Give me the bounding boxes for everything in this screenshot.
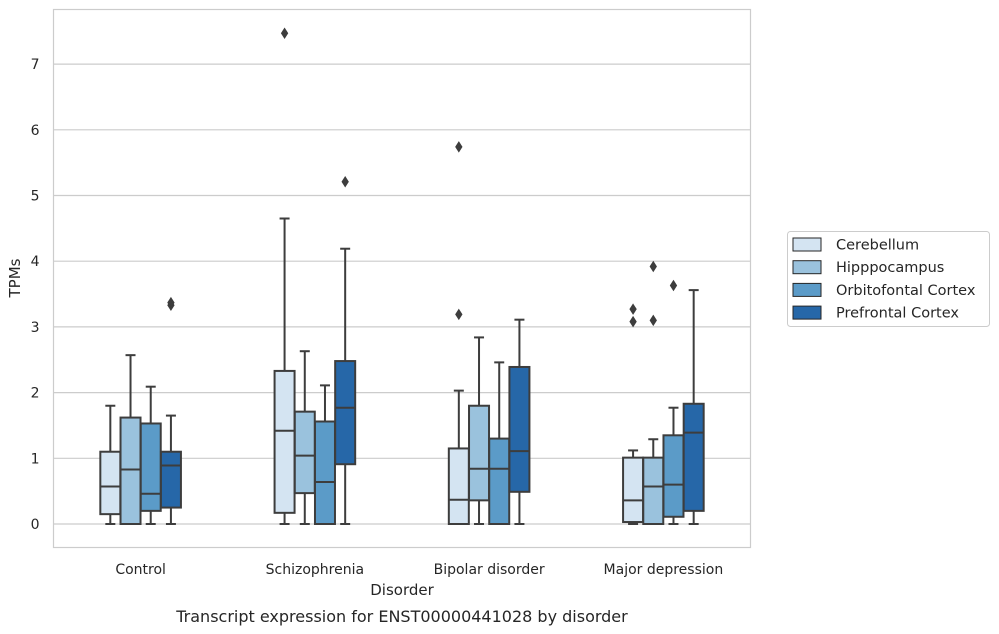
box-2-3	[508, 318, 531, 525]
outlier-point	[629, 303, 637, 315]
boxes	[99, 27, 705, 526]
outlier-point	[649, 260, 657, 273]
box-body	[642, 456, 665, 526]
legend-swatch-2	[792, 282, 822, 297]
legend-label-1: Hipppocampus	[836, 260, 944, 276]
box-body	[99, 450, 122, 516]
box-body	[139, 422, 162, 512]
box-1-2	[313, 384, 336, 525]
box-body	[119, 416, 142, 526]
x-tick-label: Control	[115, 562, 166, 578]
outlier-point	[167, 296, 175, 309]
plot-frame	[52, 8, 752, 549]
x-axis-label: Disorder	[370, 581, 434, 599]
legend-swatch-0	[792, 237, 822, 252]
box-body	[159, 450, 182, 509]
box-3-0	[622, 303, 645, 525]
box-body	[488, 437, 511, 525]
legend-label-3: Prefrontal Cortex	[836, 306, 959, 322]
box-body	[293, 410, 316, 495]
box-0-0	[99, 404, 122, 525]
legend-frame	[787, 231, 990, 327]
box-body	[682, 402, 705, 512]
y-axis-label: TPMs	[6, 258, 24, 298]
box-0-3	[159, 296, 182, 525]
box-1-0	[273, 27, 296, 525]
outlier-point	[649, 314, 657, 327]
outlier-point	[280, 27, 289, 39]
outlier-point	[669, 279, 678, 292]
box-body	[273, 369, 296, 514]
box-body	[622, 456, 645, 524]
box-2-0	[447, 141, 470, 526]
box-1-3	[334, 175, 357, 525]
legend-label-2: Orbitofontal Cortex	[836, 283, 976, 299]
legend-swatch-3	[792, 305, 822, 320]
box-body	[662, 434, 685, 518]
y-tick-label: 0	[31, 517, 40, 533]
x-tick-label: Major depression	[604, 562, 724, 578]
x-tick-labels: Control Schizophrenia Bipolar disorder Majo…	[115, 562, 723, 578]
outlier-point	[455, 141, 463, 153]
y-tick-label: 2	[31, 386, 40, 402]
y-tick-label: 4	[31, 254, 40, 270]
y-tick-label: 6	[31, 123, 40, 139]
box-3-3	[682, 289, 705, 525]
y-tick-label: 5	[31, 189, 40, 205]
y-tick-label: 3	[31, 320, 40, 336]
outlier-point	[341, 175, 349, 188]
box-body	[508, 365, 531, 493]
x-tick-label: Schizophrenia	[266, 562, 364, 578]
box-body	[468, 404, 491, 502]
chart-caption: Transcript expression for ENST0000044102…	[175, 607, 628, 626]
legend-label-0: Cerebellum	[836, 238, 919, 254]
y-tick-label: 7	[31, 57, 40, 73]
legend-swatch-1	[792, 260, 822, 275]
y-tick-labels: 0 1 2 3 4 5 6 7	[31, 57, 40, 533]
legend: Cerebellum Hipppocampus Orbitofontal Corte…	[787, 231, 990, 327]
y-tick-label: 1	[31, 451, 40, 467]
outlier-point	[455, 308, 463, 321]
outlier-point	[629, 315, 637, 328]
x-tick-label: Bipolar disorder	[434, 562, 545, 578]
box-body	[313, 420, 336, 525]
box-body	[334, 360, 357, 466]
box-body	[447, 447, 470, 526]
